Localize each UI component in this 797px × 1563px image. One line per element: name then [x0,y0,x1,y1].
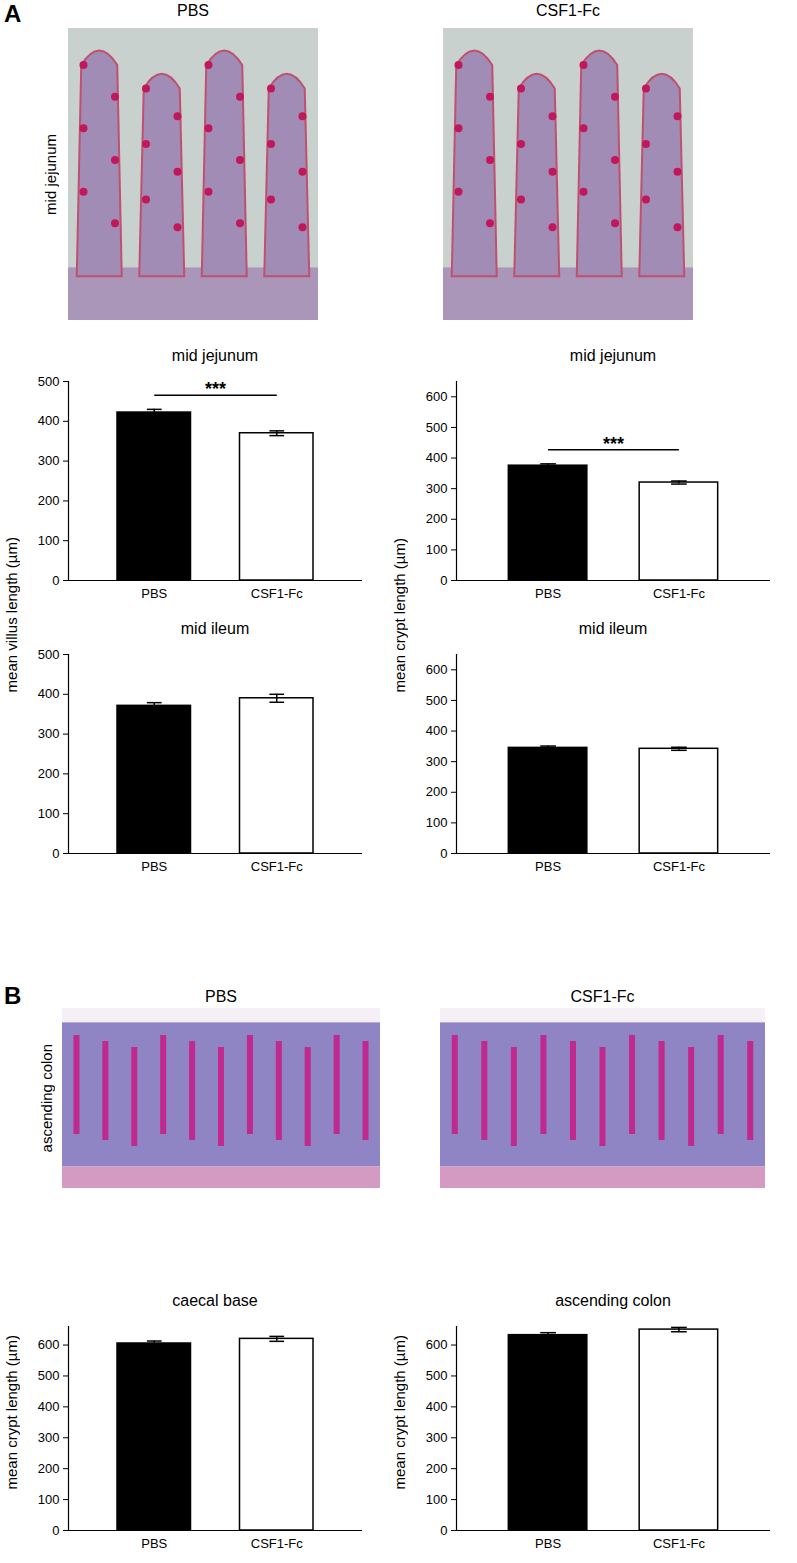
svg-text:***: *** [205,379,226,399]
html-text:CSF1-Fc: CSF1-Fc [570,988,635,1005]
html-text:mid jejunum: mid jejunum [569,347,657,364]
svg-text:PBS: PBS [535,859,561,874]
svg-text:200: 200 [38,766,60,781]
html-text:ascending colon: ascending colon [37,1043,55,1153]
html-text:mean crypt length (µm): mean crypt length (µm) [2,1335,20,1490]
svg-text:600: 600 [38,1337,60,1352]
svg-text:100: 100 [426,1492,448,1507]
svg-text:0: 0 [440,1523,447,1538]
html-text:caecal base: caecal base [172,1292,258,1309]
svg-text:100: 100 [426,542,448,557]
svg-text:CSF1-Fc: CSF1-Fc [251,859,304,874]
svg-text:0: 0 [52,846,59,861]
svg-text:200: 200 [426,1461,448,1476]
svg-text:600: 600 [426,662,448,677]
svg-text:600: 600 [426,389,448,404]
svg-text:PBS: PBS [535,586,561,601]
svg-text:500: 500 [38,647,60,662]
svg-text:600: 600 [426,1337,448,1352]
svg-text:400: 400 [38,413,60,428]
svg-text:CSF1-Fc: CSF1-Fc [251,586,304,601]
svg-text:200: 200 [426,511,448,526]
svg-text:500: 500 [426,1368,448,1383]
html-text:mid ileum: mid ileum [180,620,250,637]
svg-text:0: 0 [440,846,447,861]
svg-text:100: 100 [426,815,448,830]
svg-text:400: 400 [426,723,448,738]
svg-text:0: 0 [440,573,447,588]
svg-text:100: 100 [38,533,60,548]
svg-text:300: 300 [38,1430,60,1445]
svg-text:200: 200 [38,1461,60,1476]
html-text:mid ileum: mid ileum [578,620,648,637]
html-text:CSF1-Fc: CSF1-Fc [536,2,600,19]
html-text:mean crypt length (µm): mean crypt length (µm) [390,537,408,693]
svg-text:PBS: PBS [535,1536,561,1551]
svg-text:***: *** [603,434,624,454]
svg-text:PBS: PBS [141,1536,167,1551]
svg-text:0: 0 [52,573,59,588]
svg-text:100: 100 [38,806,60,821]
html-text:mid jejunum: mid jejunum [171,347,259,364]
svg-text:100: 100 [38,1492,60,1507]
svg-text:CSF1-Fc: CSF1-Fc [251,1536,304,1551]
svg-text:CSF1-Fc: CSF1-Fc [653,586,706,601]
svg-text:400: 400 [38,686,60,701]
html-text:A: A [4,0,22,27]
svg-text:300: 300 [38,726,60,741]
html-text:mid jejunum: mid jejunum [41,133,59,215]
svg-text:500: 500 [38,374,60,389]
svg-text:300: 300 [426,754,448,769]
html-text:mean crypt length (µm): mean crypt length (µm) [390,1335,408,1490]
html-text:ascending colon: ascending colon [555,1292,671,1309]
svg-text:500: 500 [38,1368,60,1383]
svg-text:300: 300 [426,1430,448,1445]
svg-text:400: 400 [38,1399,60,1414]
html-text:B: B [4,982,22,1009]
svg-text:500: 500 [426,693,448,708]
svg-text:400: 400 [426,450,448,465]
svg-text:200: 200 [426,784,448,799]
svg-text:CSF1-Fc: CSF1-Fc [653,859,706,874]
svg-text:PBS: PBS [141,859,167,874]
svg-text:200: 200 [38,493,60,508]
html-text:PBS: PBS [177,2,209,19]
svg-text:CSF1-Fc: CSF1-Fc [653,1536,706,1551]
svg-text:300: 300 [38,453,60,468]
svg-text:300: 300 [426,481,448,496]
svg-text:PBS: PBS [141,586,167,601]
svg-text:400: 400 [426,1399,448,1414]
svg-text:500: 500 [426,420,448,435]
svg-text:0: 0 [52,1523,59,1538]
html-text:mean villus length (µm): mean villus length (µm) [2,537,20,693]
html-text:PBS: PBS [205,988,237,1005]
